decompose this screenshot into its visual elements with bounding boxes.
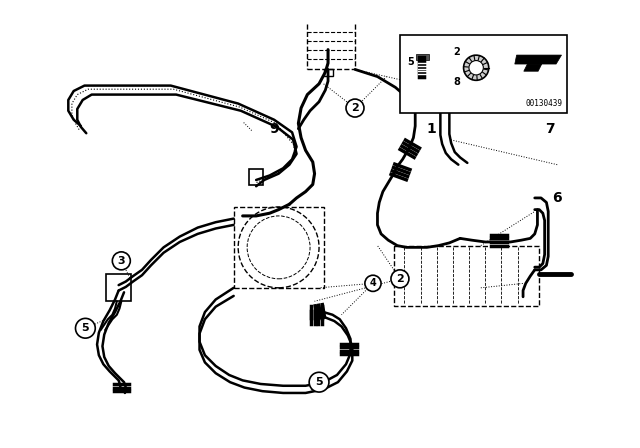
Bar [106,274,131,302]
Text: 1: 1 [426,122,436,136]
Circle shape [76,319,95,338]
Circle shape [463,55,489,80]
Circle shape [365,275,381,291]
Polygon shape [524,64,541,71]
Text: 5: 5 [407,57,413,67]
Circle shape [346,99,364,117]
Text: 5: 5 [316,377,323,387]
Polygon shape [515,55,561,64]
Text: 7: 7 [545,122,555,136]
Text: 00130439: 00130439 [526,99,563,108]
Text: 9: 9 [269,122,279,136]
Text: 8: 8 [481,94,489,104]
Text: 5: 5 [81,323,89,333]
Text: 2: 2 [454,47,460,57]
Circle shape [309,372,329,392]
Circle shape [476,89,495,109]
Circle shape [113,252,131,270]
Bar [400,35,566,113]
Bar [416,54,429,60]
Text: 3: 3 [118,256,125,266]
Circle shape [391,270,409,288]
Bar [324,69,333,76]
Text: 2: 2 [396,274,404,284]
Text: 2: 2 [351,103,359,113]
Bar [249,169,263,185]
Bar [234,207,324,288]
Text: 8: 8 [454,77,461,87]
Circle shape [469,60,483,75]
Text: 6: 6 [552,191,562,205]
Text: 4: 4 [369,278,376,289]
